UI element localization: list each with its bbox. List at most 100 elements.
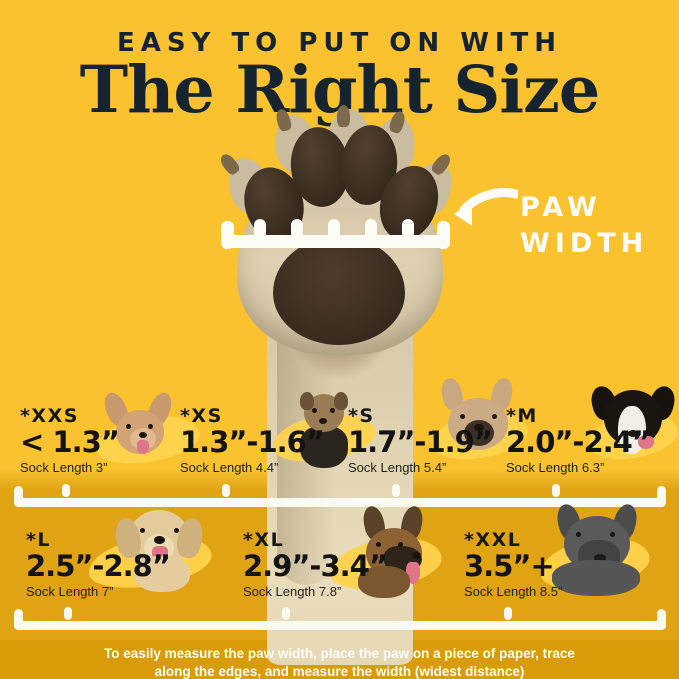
ruler-cap-left [14, 609, 23, 630]
french-bulldog-photo [438, 376, 520, 462]
ruler-tick [62, 484, 70, 497]
size-code: *XS [180, 405, 223, 427]
dog-eye [576, 532, 581, 537]
bracket-tick [365, 219, 377, 239]
dog-tongue [638, 436, 654, 449]
size-code: *L [26, 529, 52, 551]
ruler-cap-left [14, 486, 23, 507]
size-code: *M [506, 405, 538, 427]
dog-ear [334, 392, 348, 410]
dog-nose [594, 554, 606, 562]
paw-width-callout: PAW WIDTH [520, 190, 670, 262]
size-entry-l: *L 2.5”-2.8” Sock Length 7” [26, 529, 171, 600]
dog-eye [140, 528, 145, 533]
ruler-tick [64, 607, 72, 620]
size-entry-m: *M 2.0”-2.4” Sock Length 6.3” [506, 405, 651, 476]
ruler-tick [392, 484, 400, 497]
dog-eye [460, 414, 465, 419]
size-code: *S [348, 405, 375, 427]
size-range: 2.5”-2.8” [26, 549, 171, 583]
size-sock-length: Sock Length 8.5” [464, 584, 563, 599]
size-range: < 1.3” [20, 425, 120, 459]
size-range: 1.3”-1.6” [180, 425, 325, 459]
size-range: 2.9”-3.4” [243, 549, 388, 583]
ruler-tick [222, 484, 230, 497]
dog-eye [174, 528, 179, 533]
dog-eye [398, 542, 403, 547]
curved-arrow-left-icon [454, 188, 518, 226]
paw-claw [337, 105, 350, 127]
instructions-line-1: To easily measure the paw width, place t… [104, 646, 575, 661]
callout-line-1: PAW [520, 192, 602, 223]
size-range: 1.7”-1.9” [348, 425, 493, 459]
bracket-cap-left [221, 221, 234, 249]
dog-ear [300, 392, 314, 410]
size-sock-length: Sock Length 4.4” [180, 460, 279, 475]
bracket-tick [402, 219, 414, 239]
kicker-text: EASY TO PUT ON WITH [116, 28, 563, 58]
size-sock-length: Sock Length 5.4” [348, 460, 447, 475]
size-code: *XL [243, 529, 285, 551]
dog-chest [134, 556, 190, 592]
dog-nose [139, 432, 147, 438]
size-sock-length: Sock Length 7.8” [243, 584, 342, 599]
dog-nose [474, 424, 484, 431]
ruler-cap-right [657, 486, 666, 507]
bracket-bar [221, 235, 450, 248]
dog-muzzle [130, 428, 156, 450]
dog-chest [358, 566, 410, 598]
ruler-top [14, 484, 666, 510]
ruler-cap-right [657, 609, 666, 630]
great-dane-photo [548, 500, 660, 596]
size-entry-xxs: *XXS < 1.3” Sock Length 3” [20, 405, 120, 476]
callout-line-2: WIDTH [520, 228, 649, 259]
size-entry-xs: *XS 1.3”-1.6” Sock Length 4.4” [180, 405, 325, 476]
german-shepherd-photo [350, 504, 450, 598]
golden-retriever-photo [112, 504, 208, 592]
dog-eye [614, 412, 619, 417]
dog-eye [330, 408, 335, 413]
dog-eye [610, 532, 615, 537]
dog-tongue [137, 440, 149, 454]
size-code: *XXS [20, 405, 79, 427]
ruler-bar [14, 498, 666, 507]
ruler-tick [504, 607, 512, 620]
ruler-bar [14, 621, 666, 630]
size-sock-length: Sock Length 3” [20, 460, 108, 475]
dog-eye [648, 412, 653, 417]
size-range: 2.0”-2.4” [506, 425, 651, 459]
size-range: 3.5”+ [464, 549, 555, 583]
ruler-tick [282, 607, 290, 620]
ruler-tick [552, 484, 560, 497]
size-entry-s: *S 1.7”-1.9” Sock Length 5.4” [348, 405, 493, 476]
bracket-tick [328, 219, 340, 239]
dog-body [300, 426, 348, 468]
paw-main-pad [273, 237, 405, 345]
dog-eye [312, 408, 317, 413]
dog-nose [319, 418, 327, 424]
dog-eye [376, 542, 381, 547]
dog-eye [126, 424, 131, 429]
instructions-line-2: along the edges, and measure the width (… [154, 664, 525, 679]
size-sock-length: Sock Length 7” [26, 584, 114, 599]
dog-eye [148, 424, 153, 429]
chihuahua-photo [100, 389, 180, 462]
dog-nose [628, 430, 638, 437]
dog-nose [412, 552, 421, 559]
measurement-instructions: To easily measure the paw width, place t… [58, 645, 621, 679]
bernese-mountain-dog-photo [587, 380, 679, 466]
bracket-cap-right [437, 221, 450, 249]
size-entry-xxl: *XXL 3.5”+ Sock Length 8.5” [464, 530, 562, 600]
bracket-tick [254, 219, 266, 239]
dog-eye [492, 414, 497, 419]
size-entry-xl: *XL 2.9”-3.4” Sock Length 7.8” [243, 529, 388, 600]
size-code: *XXL [464, 529, 522, 551]
dog-chest [552, 560, 640, 596]
paw-width-bracket [221, 219, 450, 254]
ruler-bottom [14, 607, 666, 633]
size-sock-length: Sock Length 6.3” [506, 460, 605, 475]
yorkshire-terrier-photo [286, 392, 362, 468]
dog-nose [154, 536, 165, 544]
bracket-tick [291, 219, 303, 239]
